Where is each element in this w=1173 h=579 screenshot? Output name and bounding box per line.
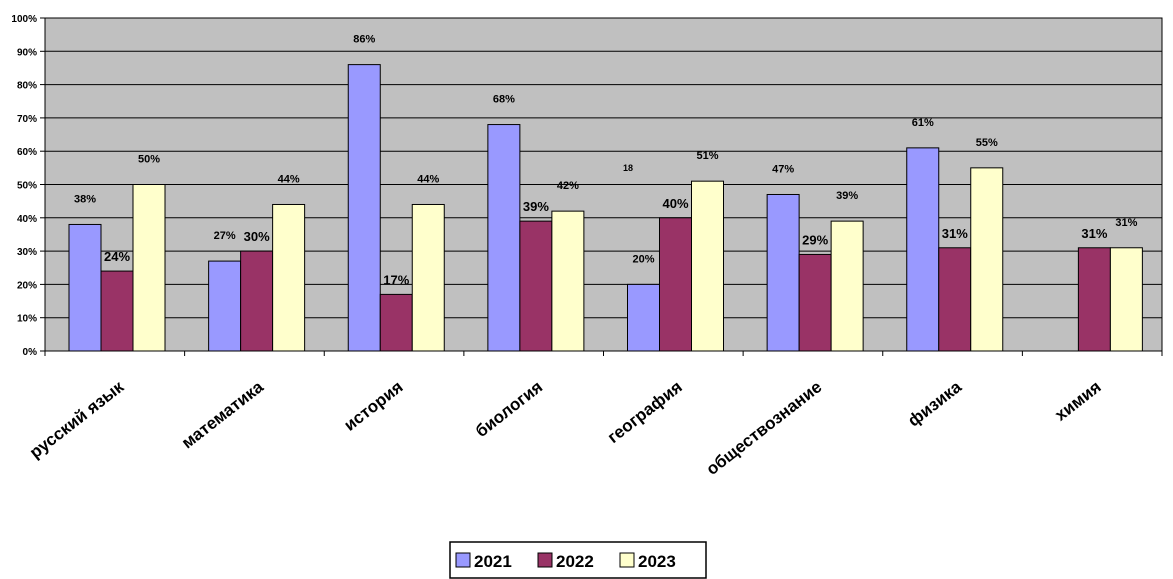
y-tick-label: 20% xyxy=(17,280,37,291)
x-category-label: физика xyxy=(904,377,965,431)
bar-2023 xyxy=(1110,248,1142,351)
data-label: 44% xyxy=(278,173,300,185)
legend: 2021 2022 2023 xyxy=(450,542,706,578)
y-tick-label: 80% xyxy=(17,81,37,92)
bar-2023 xyxy=(692,181,724,351)
bar-2022 xyxy=(101,271,133,351)
y-tick-label: 70% xyxy=(17,114,37,125)
y-tick-label: 100% xyxy=(11,14,37,25)
bar-2021 xyxy=(628,284,660,351)
y-tick-label: 0% xyxy=(23,347,38,358)
bar-2022 xyxy=(1078,248,1110,351)
x-axis-labels: русский язык математика история биология гео… xyxy=(26,377,1105,479)
x-category-label: химия xyxy=(1051,377,1104,425)
data-label: 40% xyxy=(662,196,688,211)
y-tick-label: 30% xyxy=(17,247,37,258)
bar-2023 xyxy=(552,211,584,351)
legend-label: 2023 xyxy=(638,552,676,571)
bar-2023 xyxy=(273,204,305,351)
x-category-label: обществознание xyxy=(703,377,826,479)
data-label: 38% xyxy=(74,193,96,205)
bar-2021 xyxy=(209,261,241,351)
legend-swatch xyxy=(620,553,634,567)
x-category-label: русский язык xyxy=(26,377,128,462)
bar-2022 xyxy=(660,218,692,351)
y-tick-label: 40% xyxy=(17,214,37,225)
data-label: 31% xyxy=(942,226,968,241)
bar-2023 xyxy=(971,168,1003,351)
bar-2022 xyxy=(799,254,831,351)
data-label: 31% xyxy=(1115,217,1137,229)
data-label: 27% xyxy=(214,230,236,242)
data-label: 61% xyxy=(912,117,934,129)
x-category-label: математика xyxy=(178,377,267,453)
data-label: 17% xyxy=(383,272,409,287)
bar-2023 xyxy=(831,221,863,351)
data-label: 20% xyxy=(632,253,654,265)
bar-2023 xyxy=(412,204,444,351)
bar-2023 xyxy=(133,185,165,352)
bar-2021 xyxy=(488,125,520,351)
legend-swatch xyxy=(456,553,470,567)
y-tick-label: 60% xyxy=(17,147,37,158)
bar-2021 xyxy=(348,65,380,351)
data-label: 55% xyxy=(976,137,998,149)
data-label: 42% xyxy=(557,180,579,192)
data-label: 39% xyxy=(523,199,549,214)
bar-2021 xyxy=(69,224,101,351)
data-label: 30% xyxy=(244,229,270,244)
data-label: 50% xyxy=(138,154,160,166)
data-label: 29% xyxy=(802,232,828,247)
x-category-label: география xyxy=(604,377,686,447)
data-label: 31% xyxy=(1081,226,1107,241)
y-tick-label: 10% xyxy=(17,314,37,325)
data-label: 44% xyxy=(417,173,439,185)
y-tick-label: 50% xyxy=(17,181,37,192)
x-category-label: история xyxy=(340,377,406,435)
bar-2021 xyxy=(767,194,799,351)
data-label: 47% xyxy=(772,163,794,175)
bar-2021 xyxy=(907,148,939,351)
data-label: 39% xyxy=(836,190,858,202)
data-label: 51% xyxy=(696,150,718,162)
bar-2022 xyxy=(520,221,552,351)
data-label: 68% xyxy=(493,94,515,106)
legend-label: 2022 xyxy=(556,552,594,571)
bar-2022 xyxy=(241,251,273,351)
legend-swatch xyxy=(538,553,552,567)
bar-2022 xyxy=(380,294,412,351)
data-label: 24% xyxy=(104,249,130,264)
data-label: 86% xyxy=(353,34,375,46)
legend-label: 2021 xyxy=(474,552,512,571)
annotation: 18 xyxy=(623,163,633,173)
bar-2022 xyxy=(939,248,971,351)
x-category-label: биология xyxy=(472,377,546,441)
y-tick-label: 90% xyxy=(17,47,37,58)
